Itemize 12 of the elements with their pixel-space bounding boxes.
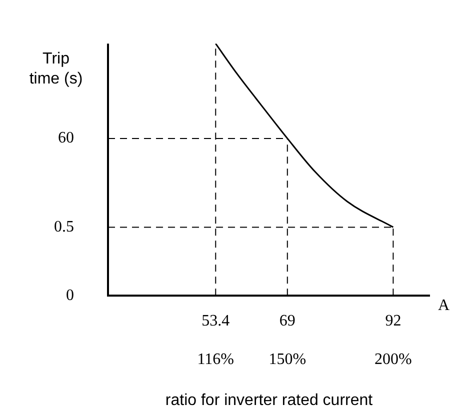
text: 150% (268, 350, 306, 368)
text: 116% (197, 350, 234, 368)
x-tick-label: 53.4 (202, 312, 230, 330)
text: A (438, 296, 450, 314)
x-axis-title: ratio for inverter rated current (165, 392, 374, 409)
x-tick-label: 69 (279, 312, 296, 330)
y-tick-label: 60 (58, 130, 74, 147)
text: 200% (374, 350, 412, 368)
y-axis-title: Trip time (s) (29, 50, 83, 88)
y-tick-label: 0.5 (54, 218, 74, 236)
x-tick-label: 92 (385, 312, 402, 330)
y-tick-label: 0 (66, 286, 74, 304)
